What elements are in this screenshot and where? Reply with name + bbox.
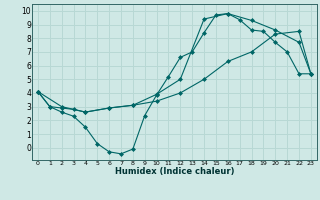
X-axis label: Humidex (Indice chaleur): Humidex (Indice chaleur) — [115, 167, 234, 176]
